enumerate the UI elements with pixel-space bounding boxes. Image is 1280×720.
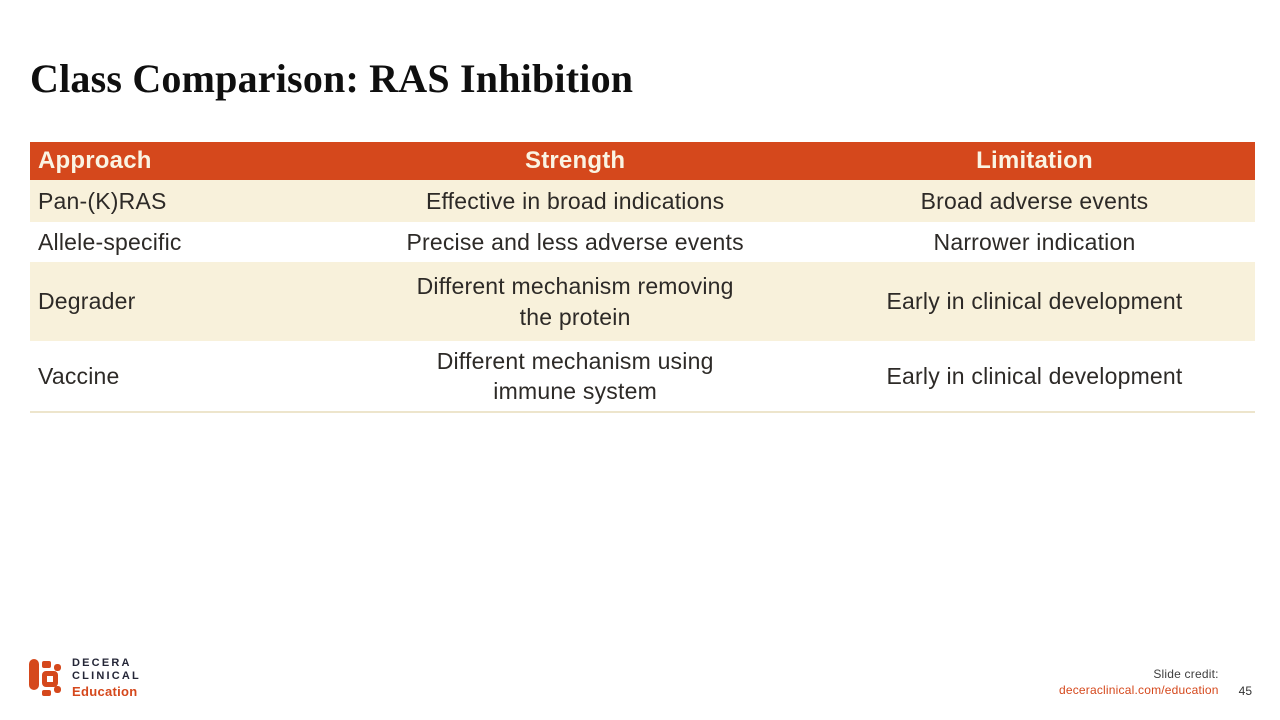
cell-limitation: Early in clinical development [886,362,1183,389]
brand-footer: DECERA CLINICAL Education [29,657,141,699]
table-row: Degrader Different mechanism removing th… [30,262,1255,341]
cell-approach: Vaccine [38,362,120,389]
strength-line: Different mechanism removing [416,273,734,300]
logo-education-label: Education [72,683,138,699]
column-header-strength: Strength [524,147,626,175]
cell-limitation: Early in clinical development [886,288,1183,315]
strength-line: immune system [493,378,657,404]
credit-block: Slide credit: deceraclinical.com/educati… [1059,666,1219,698]
table-row: Vaccine Different mechanism using immune… [30,341,1255,411]
cell-strength: Effective in broad indications [336,180,814,222]
table-row: Allele-specific Precise and less adverse… [30,222,1255,262]
logo-wordmark: DECERA CLINICAL Education [72,657,141,699]
column-header-approach: Approach [38,147,152,175]
column-header-limitation: Limitation [976,147,1093,175]
strength-line: Precise and less adverse events [406,228,744,255]
slide-credit-footer: Slide credit: deceraclinical.com/educati… [1059,666,1252,698]
credit-link[interactable]: deceraclinical.com/education [1058,682,1219,697]
decera-logo-mark-icon [29,659,63,697]
page-title: Class Comparison: RAS Inhibition [30,56,634,101]
strength-line: the protein [519,303,631,330]
strength-line: Effective in broad indications [425,187,725,214]
cell-approach: Degrader [38,288,136,315]
cell-limitation: Narrower indication [933,228,1136,255]
table-row: Pan-(K)RAS Effective in broad indication… [30,180,1255,222]
credit-label: Slide credit: [1153,666,1219,681]
logo-brand-line: CLINICAL [72,669,141,682]
cell-limitation: Broad adverse events [920,187,1149,214]
comparison-table: Approach Strength Limitation Pan-(K)RAS … [30,142,1255,413]
cell-strength: Precise and less adverse events [336,222,814,262]
cell-strength: Different mechanism using immune system [336,341,814,411]
strength-line: Different mechanism using [436,347,714,374]
cell-approach: Allele-specific [38,228,182,255]
cell-strength: Different mechanism removing the protein [336,262,814,341]
cell-approach: Pan-(K)RAS [38,187,167,214]
logo-brand-line: DECERA [72,656,132,669]
page-number: 45 [1238,684,1252,698]
table-header-row: Approach Strength Limitation [30,142,1255,180]
